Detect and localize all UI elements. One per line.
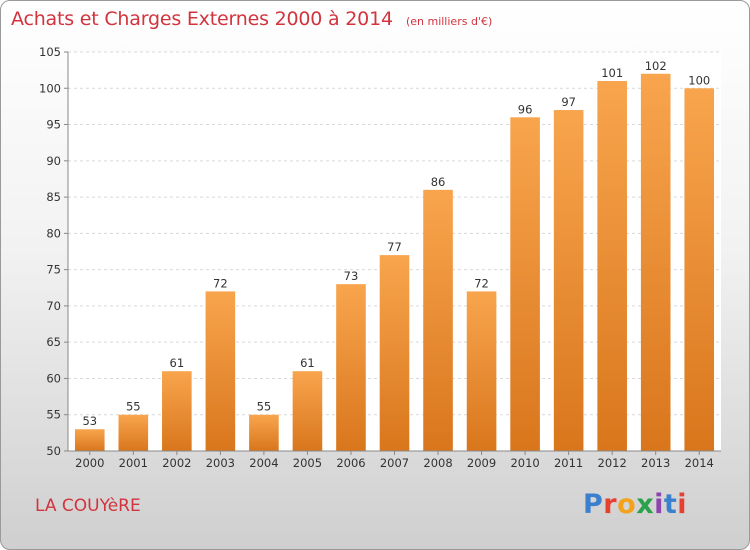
bar-value-label: 86 xyxy=(431,175,446,189)
bar xyxy=(249,414,279,451)
bar xyxy=(466,291,497,451)
bar-value-label: 53 xyxy=(82,414,97,428)
bar xyxy=(118,414,149,451)
bar xyxy=(292,371,323,451)
bar-value-label: 55 xyxy=(257,400,272,414)
bar xyxy=(336,284,366,451)
bar xyxy=(684,88,715,451)
bar xyxy=(640,73,671,451)
x-tick-label: 2004 xyxy=(249,456,278,470)
x-tick-label: 2006 xyxy=(336,456,365,470)
bar-value-label: 100 xyxy=(688,73,710,87)
bar xyxy=(510,117,540,452)
bar xyxy=(597,81,627,451)
x-tick-label: 2014 xyxy=(685,456,714,470)
y-tick-label: 75 xyxy=(46,263,61,277)
bar-value-label: 97 xyxy=(561,95,576,109)
bar xyxy=(162,371,192,451)
x-tick-label: 2013 xyxy=(641,456,670,470)
bar-value-label: 72 xyxy=(213,276,228,290)
y-tick-label: 105 xyxy=(39,45,61,59)
bar xyxy=(379,255,410,451)
y-tick-label: 60 xyxy=(46,371,61,385)
x-tick-label: 2008 xyxy=(423,456,452,470)
bar-value-label: 72 xyxy=(474,276,489,290)
bar-value-label: 102 xyxy=(645,59,667,73)
bar-value-label: 55 xyxy=(126,400,141,414)
y-tick-label: 100 xyxy=(39,81,61,95)
chart-title: Achats et Charges Externes 2000 à 2014 xyxy=(11,8,393,30)
y-tick-label: 90 xyxy=(46,154,61,168)
x-tick-label: 2007 xyxy=(380,456,409,470)
bar-value-label: 101 xyxy=(601,66,623,80)
y-tick-label: 50 xyxy=(46,444,61,458)
x-tick-label: 2003 xyxy=(206,456,235,470)
logo-letter: P xyxy=(583,489,604,520)
location-name: LA COUYèRE xyxy=(35,496,141,516)
x-tick-label: 2010 xyxy=(510,456,539,470)
title-row: Achats et Charges Externes 2000 à 2014 (… xyxy=(11,8,492,30)
bar xyxy=(205,291,236,451)
y-tick-label: 55 xyxy=(46,408,61,422)
bar-value-label: 77 xyxy=(387,240,402,254)
x-tick-label: 2011 xyxy=(554,456,583,470)
logo-letter: i xyxy=(654,489,664,520)
y-tick-label: 65 xyxy=(46,335,61,349)
x-tick-label: 2005 xyxy=(293,456,322,470)
logo-letter: i xyxy=(677,489,688,520)
chart-unit: (en milliers d'€) xyxy=(405,15,493,28)
bar xyxy=(553,110,584,451)
bar xyxy=(423,189,453,451)
y-tick-label: 80 xyxy=(46,226,61,240)
x-tick-label: 2001 xyxy=(119,456,148,470)
proxiti-logo: Proxiti xyxy=(583,489,687,520)
logo-letter: t xyxy=(663,489,678,520)
x-tick-label: 2012 xyxy=(598,456,627,470)
y-tick-label: 70 xyxy=(46,299,61,313)
x-tick-label: 2002 xyxy=(162,456,191,470)
bar-value-label: 73 xyxy=(344,269,359,283)
bar-value-label: 61 xyxy=(300,356,315,370)
logo-letter: o xyxy=(617,489,637,520)
bar-value-label: 61 xyxy=(170,356,185,370)
x-tick-label: 2000 xyxy=(75,456,104,470)
logo-letter: r xyxy=(603,489,618,520)
bar xyxy=(74,429,105,451)
y-tick-label: 95 xyxy=(46,118,61,132)
bar-value-label: 96 xyxy=(518,102,533,116)
x-tick-label: 2009 xyxy=(467,456,496,470)
y-tick-label: 85 xyxy=(46,190,61,204)
logo-letter: x xyxy=(636,489,655,520)
